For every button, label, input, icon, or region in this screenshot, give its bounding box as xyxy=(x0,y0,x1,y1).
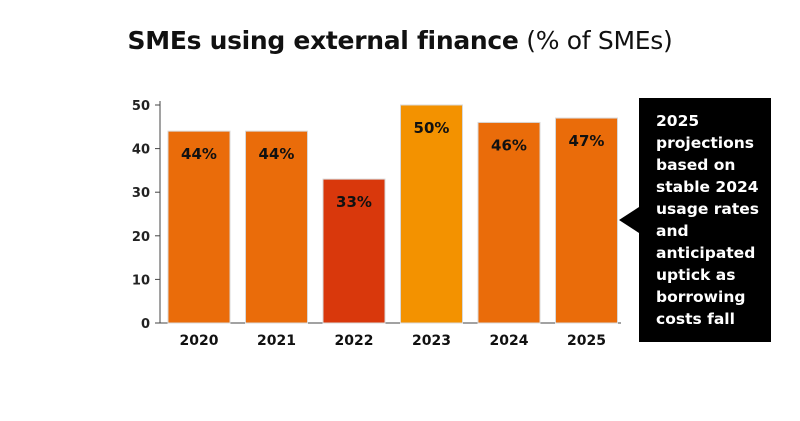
data-labels: 44% 44% 33% 50% 46% 47% xyxy=(181,119,604,211)
data-label-2020: 44% xyxy=(181,145,217,163)
annotation-text: 2025 projections based on stable 2024 us… xyxy=(656,112,759,328)
chart-title-subtitle: (% of SMEs) xyxy=(526,26,673,55)
data-label-2023: 50% xyxy=(414,119,450,137)
x-tick-label-2025: 2025 xyxy=(567,333,606,349)
x-tick-label-2021: 2021 xyxy=(257,333,296,349)
bar-2023 xyxy=(400,104,463,324)
data-label-2021: 44% xyxy=(259,145,295,163)
bar-2022 xyxy=(322,178,386,324)
chart-title: SMEs using external finance (% of SMEs) xyxy=(0,26,800,55)
bar-2024 xyxy=(477,121,541,324)
y-tick-label: 10 xyxy=(132,273,150,288)
x-tick-label-2024: 2024 xyxy=(490,333,529,349)
data-label-2025: 47% xyxy=(569,132,605,150)
x-tick-label-2022: 2022 xyxy=(335,333,374,349)
annotation-pointer xyxy=(619,207,639,233)
x-tick-label-2023: 2023 xyxy=(412,333,451,349)
data-label-2022: 33% xyxy=(336,193,372,211)
y-tick-label: 0 xyxy=(141,317,150,332)
y-tick-label: 20 xyxy=(132,230,150,245)
bar-2025 xyxy=(555,117,618,324)
data-label-2024: 46% xyxy=(491,136,527,154)
bar-2021 xyxy=(245,130,308,324)
bar-2020 xyxy=(167,130,231,324)
y-tick-label: 50 xyxy=(132,99,150,114)
annotation-box: 2025 projections based on stable 2024 us… xyxy=(639,98,771,342)
y-axis-ticks: 0 10 20 30 40 50 xyxy=(132,99,160,332)
x-axis-ticks: 2020 2021 2022 2023 2024 2025 xyxy=(180,333,606,349)
y-tick-label: 30 xyxy=(132,186,150,201)
y-tick-label: 40 xyxy=(132,143,150,158)
chart-title-main: SMEs using external finance xyxy=(127,26,519,55)
bars xyxy=(167,104,618,324)
x-tick-label-2020: 2020 xyxy=(180,333,219,349)
